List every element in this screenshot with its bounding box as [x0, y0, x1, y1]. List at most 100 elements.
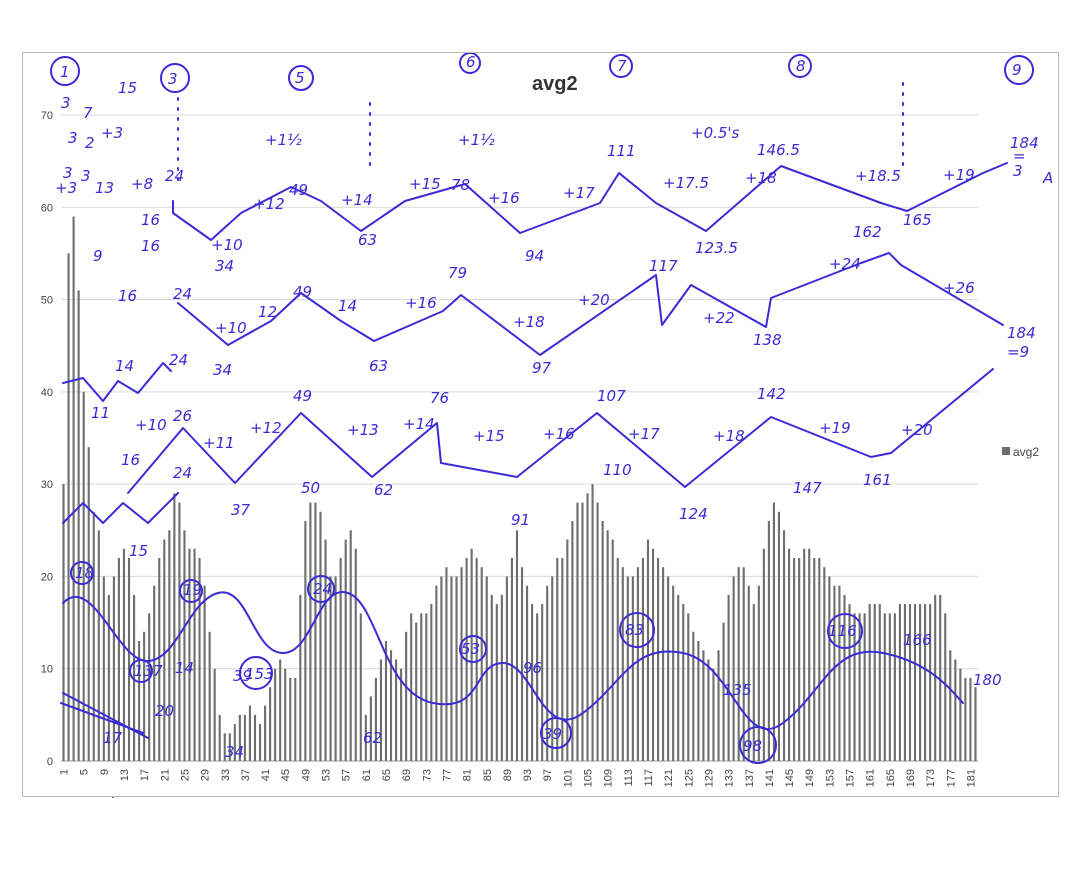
- handwritten-note: +8: [131, 175, 153, 193]
- bar: [369, 696, 372, 761]
- bar: [400, 668, 403, 761]
- bar: [279, 659, 282, 761]
- bar: [863, 613, 866, 761]
- bar: [188, 548, 191, 761]
- y-tick-label: 30: [41, 479, 53, 491]
- handwritten-note: 142: [757, 385, 786, 403]
- x-tick-label: 53: [321, 769, 333, 781]
- bar: [138, 641, 141, 761]
- bar: [228, 733, 231, 761]
- bar: [294, 677, 297, 761]
- bar: [818, 557, 821, 761]
- handwritten-note: 24: [169, 351, 188, 369]
- handwritten-note: +12: [250, 419, 282, 437]
- bar: [379, 659, 383, 761]
- circle-mark: [50, 56, 80, 86]
- handwritten-note: +17: [628, 425, 660, 443]
- bar: [898, 604, 901, 761]
- bar: [717, 650, 720, 761]
- x-tick-label: 93: [522, 769, 534, 781]
- bar: [772, 502, 776, 761]
- handwritten-note: 6: [466, 53, 476, 71]
- handwritten-note: 49: [293, 283, 312, 301]
- x-tick-label: 113: [623, 769, 635, 787]
- handwritten-note: 166: [903, 631, 932, 649]
- circle-mark: [179, 579, 203, 603]
- handwritten-note: 24: [313, 580, 332, 598]
- handwritten-note: 1: [60, 63, 70, 81]
- bar: [183, 530, 186, 761]
- bar: [707, 659, 710, 761]
- bar: [551, 576, 554, 761]
- y-tick-label: 10: [41, 664, 53, 676]
- bar: [525, 585, 529, 761]
- handwritten-note: 184: [1010, 134, 1039, 152]
- bar: [782, 530, 786, 761]
- bar: [672, 585, 675, 761]
- handwritten-note: +13: [347, 421, 379, 439]
- bar: [934, 594, 937, 761]
- y-tick-label: 0: [47, 756, 53, 768]
- handwritten-note: 110: [603, 461, 632, 479]
- bar: [299, 594, 302, 761]
- bar: [969, 677, 972, 761]
- circle-mark: [288, 65, 314, 91]
- x-tick-label: 81: [462, 769, 474, 781]
- handwritten-note: 34: [215, 257, 234, 275]
- y-tick-label: 20: [41, 571, 53, 583]
- handwritten-note: 63: [369, 357, 388, 375]
- handwritten-note: 39: [543, 725, 562, 743]
- bar: [828, 576, 831, 761]
- bar: [359, 613, 362, 761]
- bar: [616, 557, 619, 761]
- bar: [586, 493, 589, 761]
- handwritten-note: 153: [245, 665, 274, 683]
- bar: [490, 594, 493, 761]
- bar: [410, 613, 413, 761]
- bar: [692, 631, 695, 761]
- handwritten-note: 16: [121, 451, 140, 469]
- handwritten-note: 3: [1013, 162, 1023, 180]
- handwritten-note: 91: [511, 511, 530, 529]
- bar: [646, 539, 650, 761]
- handwritten-note: 63: [358, 231, 377, 249]
- handwritten-note: +1½: [265, 131, 302, 149]
- bar: [163, 539, 166, 761]
- x-tick-label: 29: [200, 769, 212, 781]
- x-tick-label: 121: [663, 769, 675, 787]
- bar: [304, 521, 307, 761]
- bar: [662, 567, 665, 761]
- bar: [389, 650, 393, 761]
- bar: [193, 548, 196, 761]
- bar: [107, 594, 110, 761]
- handwritten-note: 5: [295, 69, 305, 87]
- bar: [651, 548, 655, 761]
- handwritten-note: 24: [173, 285, 192, 303]
- x-tick-label: 85: [482, 769, 494, 781]
- bar: [178, 502, 181, 761]
- handwritten-note: 7: [617, 57, 627, 75]
- circle-mark: [459, 635, 487, 663]
- bar: [324, 539, 327, 761]
- handwritten-note: 8: [796, 57, 806, 75]
- x-tick-label: 97: [542, 769, 554, 781]
- bar: [127, 557, 131, 761]
- bar: [697, 641, 700, 761]
- bar: [873, 604, 876, 761]
- x-tick-label: 21: [159, 769, 171, 781]
- handwritten-note: 14: [338, 297, 357, 315]
- handwritten-note: +17: [563, 184, 595, 202]
- handwritten-note: 138: [753, 331, 782, 349]
- legend-swatch: [1002, 447, 1010, 455]
- circle-mark: [160, 63, 190, 93]
- handwritten-note: +18: [745, 169, 777, 187]
- handwritten-note: 20: [155, 702, 174, 720]
- handwritten-note: 98: [743, 737, 762, 755]
- bar: [72, 216, 75, 761]
- handwritten-note: +22: [703, 309, 735, 327]
- handwritten-note: 3: [81, 167, 91, 185]
- handwritten-note: +14: [341, 191, 373, 209]
- x-tick-label: 173: [925, 769, 937, 787]
